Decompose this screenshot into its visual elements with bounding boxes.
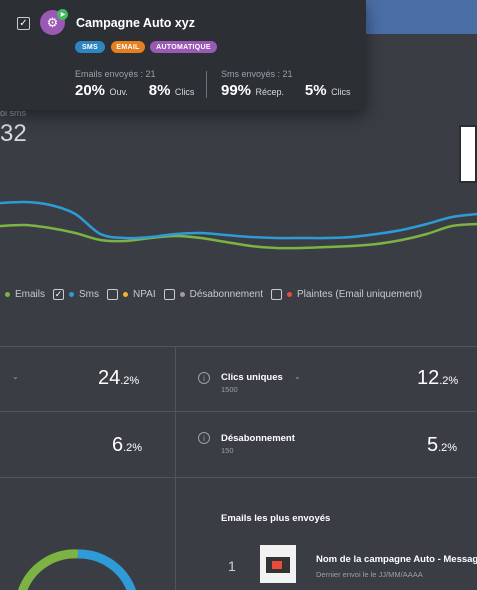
legend-label-plaintes: Plaintes (Email uniquement) <box>297 288 423 300</box>
email-thumbnail-badge <box>272 561 282 569</box>
preview-thumbnail[interactable] <box>459 125 477 183</box>
legend-label-desabonnement: Désabonnement <box>189 288 264 300</box>
stat-top-left-number: 24 <box>98 367 121 389</box>
header-strip <box>360 0 477 34</box>
stat-top-left-unit: .2% <box>120 375 140 387</box>
click-rate-unit: Clics <box>174 87 195 97</box>
series-line-sms <box>0 200 477 240</box>
stat-value-top-left: 24.2% <box>98 367 139 390</box>
tag-email: EMAIL <box>111 41 145 53</box>
stat-value-top-right: 12.2% <box>417 367 458 390</box>
legend-label-sms: Sms <box>79 288 100 300</box>
line-chart <box>0 200 477 250</box>
campaign-name-link[interactable]: Nom de la campagne Auto - Messag <box>316 554 477 565</box>
reception-rate-value: 99% <box>221 82 252 99</box>
open-rate-value: 20% <box>75 82 106 99</box>
stat-mid-right-unit: .2% <box>438 442 458 454</box>
legend-label-npai: NPAI <box>133 288 156 300</box>
open-rate-unit: Ouv. <box>109 87 128 97</box>
legend-dot-plaintes <box>287 291 293 297</box>
sms-sent-label: Sms envoyés : 21 <box>221 69 293 79</box>
click-rate-value: 8% <box>148 82 171 99</box>
series-line-emails <box>0 222 477 250</box>
sms-stats: 99% Récep. 5% Clics <box>221 82 351 100</box>
emails-stats: 20% Ouv. 8% Clics <box>75 82 194 100</box>
stat-title-desabonnement: Désabonnement <box>221 433 295 444</box>
stat-mid-right-number: 5 <box>427 434 439 456</box>
legend-item-npai[interactable]: NPAI <box>107 288 156 300</box>
tag-sms: SMS <box>75 41 105 53</box>
donut-chart <box>17 549 137 590</box>
card-divider <box>206 71 207 98</box>
chart-legend: Emails ✓ Sms NPAI Désabonnement Plaintes… <box>0 286 430 302</box>
info-icon[interactable]: i <box>198 432 210 444</box>
donut-segment-emails <box>17 549 79 590</box>
chart-metric-label: oi sms <box>0 108 27 118</box>
campaign-checkbox[interactable]: ✓ <box>17 17 30 30</box>
stat-sub-desabonnement: 150 <box>221 446 234 455</box>
sms-click-rate-unit: Clics <box>331 87 351 97</box>
stats-vertical-divider <box>175 346 176 590</box>
chevron-down-icon[interactable]: ⌄ <box>294 372 301 381</box>
rank-number: 1 <box>228 558 236 574</box>
stat-mid-left-number: 6 <box>112 434 124 456</box>
legend-item-desabonnement[interactable]: Désabonnement <box>163 288 264 300</box>
campaign-title: Campagne Auto xyz <box>76 16 196 30</box>
stat-top-right-unit: .2% <box>439 375 459 387</box>
sms-click-rate-value: 5% <box>304 82 327 99</box>
donut-segment-sms <box>77 549 137 590</box>
email-thumbnail[interactable] <box>260 545 296 583</box>
stat-value-mid-left: 6.2% <box>112 434 142 457</box>
legend-item-emails[interactable]: Emails <box>0 289 45 300</box>
most-sent-title: Emails les plus envoyés <box>221 513 331 524</box>
emails-sent-label: Emails envoyés : 21 <box>75 69 156 79</box>
legend-checkbox-npai[interactable] <box>107 288 119 300</box>
stats-bottom-divider <box>0 477 477 478</box>
legend-dot-emails <box>5 291 10 297</box>
stat-title-clics-uniques: Clics uniques <box>221 372 283 383</box>
legend-checkbox-desabonnement[interactable] <box>163 288 175 300</box>
stats-top-divider <box>0 346 477 347</box>
stat-mid-left-unit: .2% <box>123 442 143 454</box>
tag-automatique: AUTOMATIQUE <box>150 41 217 53</box>
stat-top-right-number: 12 <box>417 367 440 389</box>
legend-dot-sms <box>69 291 75 297</box>
reception-rate-unit: Récep. <box>255 87 285 97</box>
play-status-icon: ▶ <box>57 9 68 20</box>
legend-dot-desabonnement <box>179 291 185 297</box>
stat-value-mid-right: 5.2% <box>427 434 457 457</box>
chart-metric-value: 32 <box>0 120 27 147</box>
legend-item-sms[interactable]: ✓ Sms <box>53 288 100 300</box>
legend-dot-npai <box>123 291 129 297</box>
last-sent-date: Dernier envoi le le JJ/MM/AAAA <box>316 570 423 579</box>
stats-mid-divider <box>0 411 477 412</box>
legend-checkbox-sms[interactable]: ✓ <box>53 288 65 300</box>
info-icon[interactable]: i <box>198 372 210 384</box>
legend-checkbox-plaintes[interactable] <box>271 288 283 300</box>
stat-sub-clics-uniques: 1500 <box>221 385 238 394</box>
chevron-down-icon[interactable]: ⌄ <box>12 372 19 381</box>
campaign-card[interactable]: ✓ ⚙ ▶ Campagne Auto xyz SMS EMAIL AUTOMA… <box>0 0 366 110</box>
legend-label-emails: Emails <box>15 288 46 300</box>
legend-item-plaintes[interactable]: Plaintes (Email uniquement) <box>271 288 423 300</box>
